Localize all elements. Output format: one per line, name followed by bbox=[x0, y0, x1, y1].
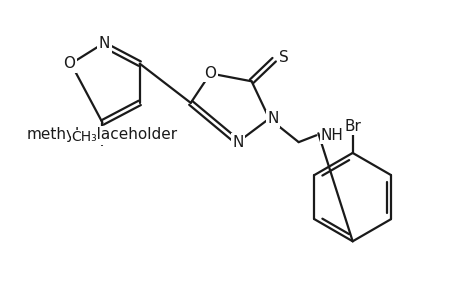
Text: O: O bbox=[204, 66, 216, 81]
Text: NH: NH bbox=[319, 128, 342, 143]
Text: CH₃: CH₃ bbox=[72, 130, 97, 144]
Text: N: N bbox=[99, 37, 110, 52]
Text: O: O bbox=[63, 56, 75, 71]
Text: Br: Br bbox=[343, 119, 360, 134]
Text: S: S bbox=[279, 50, 288, 65]
Text: methyl_placeholder: methyl_placeholder bbox=[27, 127, 178, 143]
Text: N: N bbox=[232, 135, 243, 150]
Text: N: N bbox=[267, 111, 278, 126]
